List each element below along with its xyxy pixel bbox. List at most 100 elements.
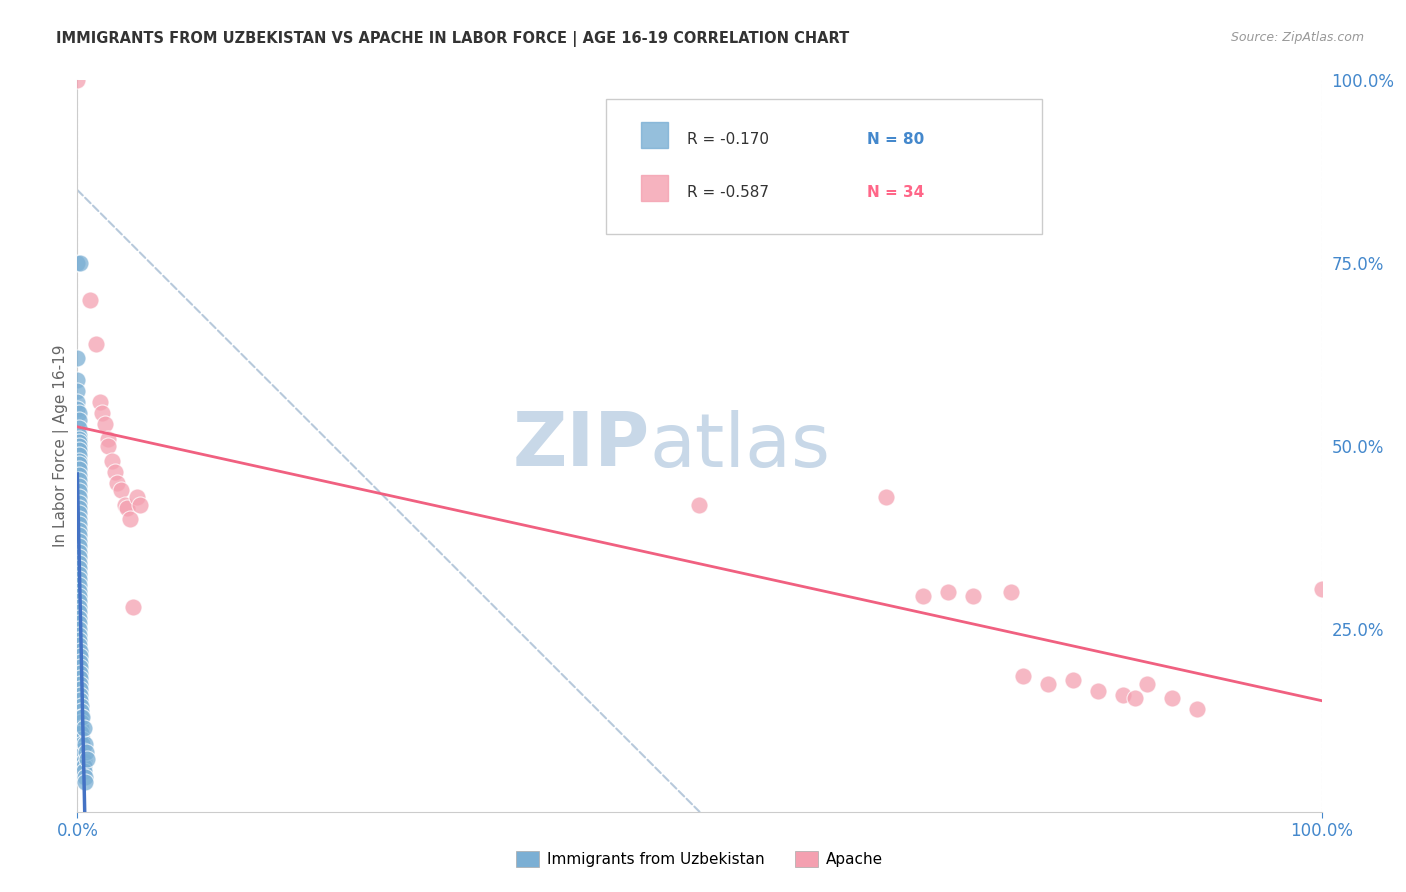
Text: R = -0.170: R = -0.170 bbox=[688, 132, 769, 147]
Text: N = 34: N = 34 bbox=[868, 186, 925, 201]
Point bbox=[67, 594, 90, 608]
Point bbox=[67, 638, 90, 652]
Point bbox=[67, 550, 90, 565]
Point bbox=[67, 501, 90, 516]
Point bbox=[1161, 691, 1184, 706]
Point bbox=[69, 655, 91, 669]
Point bbox=[67, 442, 90, 457]
Point bbox=[1310, 582, 1333, 596]
Point bbox=[67, 512, 90, 526]
Point bbox=[67, 468, 90, 483]
Point bbox=[72, 759, 94, 773]
Point bbox=[69, 648, 91, 663]
Point bbox=[67, 583, 90, 598]
Point bbox=[69, 693, 91, 707]
Point bbox=[69, 688, 91, 702]
Point bbox=[110, 483, 132, 497]
Point bbox=[1111, 688, 1133, 702]
Legend: Immigrants from Uzbekistan, Apache: Immigrants from Uzbekistan, Apache bbox=[510, 846, 889, 873]
Point bbox=[115, 501, 138, 516]
Point bbox=[1187, 702, 1209, 716]
Point bbox=[72, 731, 94, 746]
Point bbox=[67, 406, 90, 420]
Point bbox=[69, 256, 91, 270]
Point bbox=[67, 556, 90, 570]
Point bbox=[70, 698, 93, 713]
Point bbox=[1087, 684, 1109, 698]
Point bbox=[67, 517, 90, 532]
Point bbox=[84, 336, 107, 351]
Point bbox=[73, 770, 96, 784]
Point bbox=[67, 496, 90, 510]
Point bbox=[75, 745, 97, 759]
Point bbox=[66, 373, 89, 387]
Point bbox=[67, 534, 90, 549]
Point bbox=[1062, 673, 1084, 687]
Point bbox=[72, 764, 94, 779]
Point bbox=[93, 417, 115, 431]
Point bbox=[1000, 585, 1022, 599]
Point bbox=[67, 462, 90, 476]
Point bbox=[67, 439, 90, 453]
Point bbox=[1136, 676, 1159, 690]
Point bbox=[66, 73, 89, 87]
Point bbox=[105, 475, 128, 490]
Point bbox=[1123, 691, 1146, 706]
Point bbox=[70, 709, 93, 723]
Point bbox=[69, 671, 91, 685]
Point bbox=[70, 721, 93, 735]
Point bbox=[122, 599, 145, 614]
Point bbox=[91, 406, 114, 420]
Point bbox=[938, 585, 960, 599]
Point bbox=[70, 715, 93, 730]
Point bbox=[1036, 676, 1059, 690]
Point bbox=[67, 615, 90, 630]
Point bbox=[70, 704, 93, 718]
Point bbox=[89, 395, 111, 409]
Point bbox=[104, 465, 127, 479]
Text: Source: ZipAtlas.com: Source: ZipAtlas.com bbox=[1230, 31, 1364, 45]
Point bbox=[67, 428, 90, 442]
Point bbox=[66, 395, 89, 409]
Text: atlas: atlas bbox=[650, 409, 831, 483]
Point bbox=[67, 432, 90, 446]
Text: N = 80: N = 80 bbox=[868, 132, 925, 147]
Point bbox=[67, 605, 90, 619]
Point bbox=[97, 439, 120, 453]
Point bbox=[101, 453, 124, 467]
Point bbox=[125, 490, 148, 504]
Point bbox=[67, 599, 90, 614]
Point bbox=[67, 453, 90, 467]
Point bbox=[67, 458, 90, 472]
Point bbox=[67, 632, 90, 647]
Point bbox=[67, 421, 90, 435]
Point bbox=[67, 611, 90, 625]
Point bbox=[72, 721, 94, 735]
Point bbox=[689, 498, 711, 512]
Bar bbox=[641, 122, 668, 148]
Point bbox=[66, 384, 89, 399]
Point bbox=[67, 435, 90, 450]
Point bbox=[70, 725, 93, 739]
Point bbox=[67, 622, 90, 636]
Point bbox=[66, 256, 89, 270]
Point bbox=[72, 742, 94, 756]
Point bbox=[67, 628, 90, 642]
Point bbox=[79, 293, 101, 307]
Text: R = -0.587: R = -0.587 bbox=[688, 186, 769, 201]
Point bbox=[72, 754, 94, 768]
Point bbox=[67, 484, 90, 499]
Point bbox=[97, 432, 120, 446]
Point bbox=[875, 490, 897, 504]
Point bbox=[67, 448, 90, 462]
Point bbox=[67, 523, 90, 537]
Point bbox=[67, 578, 90, 592]
Point bbox=[72, 738, 94, 752]
Point bbox=[67, 479, 90, 493]
Point bbox=[67, 528, 90, 542]
Point bbox=[67, 567, 90, 582]
Point bbox=[128, 498, 150, 512]
Point bbox=[69, 665, 91, 680]
Text: ZIP: ZIP bbox=[512, 409, 650, 483]
Point bbox=[72, 709, 94, 723]
